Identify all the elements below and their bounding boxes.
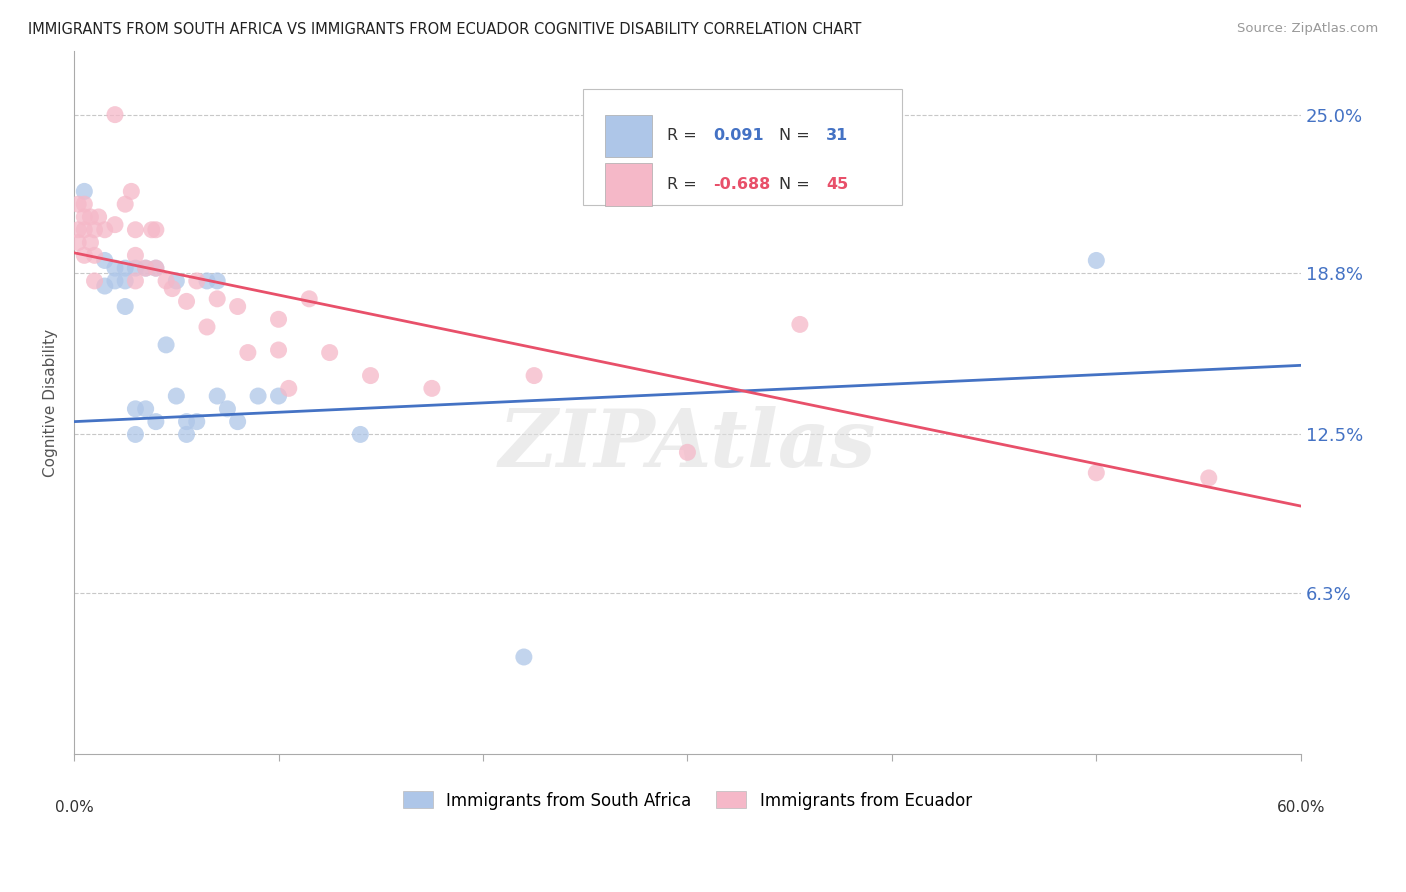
FancyBboxPatch shape — [583, 89, 903, 205]
Point — [135, 261, 157, 276]
Point — [73, 197, 96, 211]
Point — [120, 185, 142, 199]
Point — [176, 427, 198, 442]
Point — [145, 261, 167, 276]
Point — [94, 253, 117, 268]
Point — [165, 274, 187, 288]
Point — [155, 274, 177, 288]
Point — [523, 368, 546, 383]
Text: R =: R = — [666, 177, 702, 192]
Text: 31: 31 — [827, 128, 848, 144]
Point — [114, 261, 136, 276]
Point — [298, 292, 321, 306]
Point — [195, 320, 218, 334]
Bar — [605, 163, 652, 206]
Point — [789, 318, 811, 332]
Point — [124, 401, 146, 416]
Point — [176, 294, 198, 309]
Point — [349, 427, 371, 442]
Point — [124, 248, 146, 262]
Point — [186, 415, 208, 429]
Point — [79, 235, 101, 250]
Point — [226, 415, 249, 429]
Point — [124, 427, 146, 442]
Text: N =: N = — [779, 177, 815, 192]
Legend: Immigrants from South Africa, Immigrants from Ecuador: Immigrants from South Africa, Immigrants… — [396, 785, 979, 816]
Point — [267, 312, 290, 326]
Point — [267, 343, 290, 357]
Point — [94, 223, 117, 237]
Point — [67, 197, 90, 211]
Point — [676, 445, 699, 459]
Point — [217, 401, 239, 416]
Point — [513, 650, 536, 665]
Text: 60.0%: 60.0% — [1277, 800, 1324, 815]
Point — [205, 389, 228, 403]
Point — [267, 389, 290, 403]
Point — [277, 381, 299, 395]
Point — [67, 235, 90, 250]
Point — [104, 261, 127, 276]
Y-axis label: Cognitive Disability: Cognitive Disability — [44, 328, 58, 476]
Point — [1085, 253, 1108, 268]
Point — [360, 368, 382, 383]
Point — [135, 401, 157, 416]
Point — [1085, 466, 1108, 480]
Point — [114, 197, 136, 211]
Text: R =: R = — [666, 128, 702, 144]
Point — [94, 279, 117, 293]
Point — [165, 389, 187, 403]
Point — [205, 292, 228, 306]
Text: N =: N = — [779, 128, 815, 144]
Point — [124, 274, 146, 288]
Point — [1198, 471, 1220, 485]
Point — [104, 218, 127, 232]
Point — [83, 248, 105, 262]
Point — [104, 274, 127, 288]
Point — [79, 210, 101, 224]
Point — [236, 345, 259, 359]
Point — [73, 223, 96, 237]
Point — [318, 345, 340, 359]
Point — [141, 223, 163, 237]
Point — [145, 415, 167, 429]
Point — [67, 223, 90, 237]
Text: 0.0%: 0.0% — [55, 800, 93, 815]
Point — [186, 274, 208, 288]
Point — [124, 223, 146, 237]
Point — [114, 300, 136, 314]
Point — [160, 282, 183, 296]
Bar — [605, 115, 652, 157]
Point — [83, 223, 105, 237]
Point — [104, 108, 127, 122]
Text: -0.688: -0.688 — [713, 177, 770, 192]
Text: Source: ZipAtlas.com: Source: ZipAtlas.com — [1237, 22, 1378, 36]
Point — [145, 261, 167, 276]
Point — [114, 274, 136, 288]
Point — [247, 389, 270, 403]
Point — [124, 261, 146, 276]
Text: 0.091: 0.091 — [713, 128, 763, 144]
Point — [155, 338, 177, 352]
Point — [226, 300, 249, 314]
Point — [87, 210, 110, 224]
Point — [195, 274, 218, 288]
Point — [420, 381, 443, 395]
Point — [205, 274, 228, 288]
Point — [73, 248, 96, 262]
Point — [73, 185, 96, 199]
Point — [145, 223, 167, 237]
Text: IMMIGRANTS FROM SOUTH AFRICA VS IMMIGRANTS FROM ECUADOR COGNITIVE DISABILITY COR: IMMIGRANTS FROM SOUTH AFRICA VS IMMIGRAN… — [28, 22, 862, 37]
Point — [73, 210, 96, 224]
Point — [176, 415, 198, 429]
Point — [83, 274, 105, 288]
Point — [135, 261, 157, 276]
Text: ZIPAtlas: ZIPAtlas — [499, 406, 876, 483]
Text: 45: 45 — [827, 177, 848, 192]
